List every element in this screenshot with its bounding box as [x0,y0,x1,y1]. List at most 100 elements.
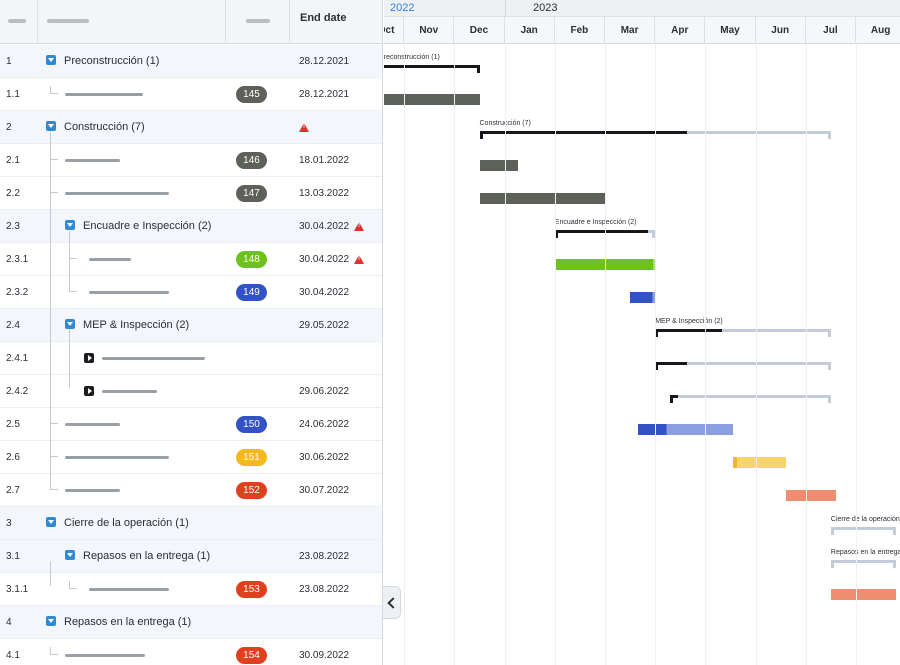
summary-bar-cap [827,329,831,337]
month-label: Jun [756,17,806,44]
wbs-number: 3.1.1 [6,584,29,595]
table-row[interactable]: 2 Construcción (7) [0,111,382,144]
task-bar[interactable] [733,457,786,468]
wbs-number: 2.1 [6,155,20,166]
table-row[interactable]: 1 Preconstrucción (1) 28.12.2021 [0,45,382,78]
task-bar[interactable] [479,160,519,171]
end-date: 30.06.2022 [299,452,350,463]
summary-bar-cap [554,230,558,238]
month-label: Apr [655,17,706,44]
collapse-icon[interactable] [65,319,75,329]
table-row[interactable]: 3.1 Repasos en la entrega (1) 23.08.2022 [0,540,382,573]
summary-bar-track [655,329,831,332]
table-row[interactable]: 3 Cierre de la operación (1) [0,507,382,540]
table-row[interactable]: 2.3.2 149 30.04.2022 [0,276,382,309]
month-gridline [805,44,807,665]
summary-bar-cap [827,362,831,370]
wbs-number: 2.6 [6,452,20,463]
end-date: 29.05.2022 [299,320,350,331]
table-row[interactable]: 2.3.1 148 30.04.2022 [0,243,382,276]
task-bar[interactable] [479,193,605,204]
summary-bar-cap [827,131,831,139]
task-bar[interactable] [637,424,733,435]
expand-icon[interactable] [84,353,94,363]
collapse-icon[interactable] [46,55,56,65]
summary-bar[interactable] [830,560,897,568]
month-gridline [554,44,556,665]
summary-bar[interactable] [655,329,831,337]
year-label: 2023 [533,2,558,14]
collapse-icon[interactable] [46,616,56,626]
task-bar[interactable] [785,490,836,501]
table-row[interactable]: 3.1.1 153 23.08.2022 [0,573,382,606]
task-name: MEP & Inspección (2) [83,319,190,331]
table-row[interactable]: 2.6 151 30.06.2022 [0,441,382,474]
task-bar[interactable] [384,94,480,105]
end-date: 29.06.2022 [299,386,350,397]
table-row[interactable]: 2.4 MEP & Inspección (2) 29.05.2022 [0,309,382,342]
summary-bar[interactable] [554,230,656,238]
table-row[interactable]: 2.7 152 30.07.2022 [0,474,382,507]
summary-bar-label: Preconstrucción (1) [384,54,440,61]
collapse-icon[interactable] [46,121,56,131]
column-header-name[interactable] [38,0,226,44]
task-name: Construcción (7) [64,121,145,133]
task-bar[interactable] [630,292,656,303]
month-label: Dec [454,17,505,44]
warning-icon [299,123,309,132]
collapse-icon[interactable] [65,220,75,230]
wbs-number: 2.2 [6,188,20,199]
task-code-badge: 153 [236,581,267,598]
grid-header: End date [0,0,382,44]
table-row[interactable]: 4 Repasos en la entrega (1) [0,606,382,639]
task-grid: End date 1 Preconstrucción (1) 28.12.2021 1… [0,0,383,665]
collapse-icon[interactable] [46,517,56,527]
column-header-placeholder [246,19,270,23]
summary-bar[interactable] [670,395,831,403]
task-name-placeholder [102,390,157,393]
month-label: Jan [505,17,555,44]
summary-bar-track [830,560,897,563]
summary-bar[interactable] [384,65,480,73]
tree-line [50,561,51,586]
table-row[interactable]: 2.2 147 13.03.2022 [0,177,382,210]
column-header-end-date[interactable]: End date [290,0,382,44]
summary-bar[interactable] [830,527,897,535]
table-row[interactable]: 2.4.1 [0,342,382,375]
wbs-number: 3 [6,518,12,529]
task-bar[interactable] [554,259,656,270]
table-row[interactable]: 4.1 154 30.09.2022 [0,639,382,665]
wbs-number: 4 [6,617,12,628]
end-date: 30.04.2022 [299,287,350,298]
month-label: Mar [605,17,656,44]
collapse-icon[interactable] [65,550,75,560]
summary-bar[interactable] [655,362,831,370]
tree-connector [69,581,77,589]
end-date: 18.01.2022 [299,155,350,166]
tree-connector [50,86,58,94]
summary-bar-label: Repasos en la entrega (1) [830,549,900,556]
table-row[interactable]: 2.1 146 18.01.2022 [0,144,382,177]
task-bar[interactable] [830,589,897,600]
wbs-number: 2.5 [6,419,20,430]
task-name-placeholder [65,654,145,657]
wbs-number: 2.7 [6,485,20,496]
table-row[interactable]: 2.3 Encuadre e Inspección (2) 30.04.2022 [0,210,382,243]
tree-line [50,132,51,487]
end-date: 24.06.2022 [299,419,350,430]
expand-icon[interactable] [84,386,94,396]
wbs-number: 1.1 [6,89,20,100]
task-name-placeholder [65,423,120,426]
task-code-badge: 150 [236,416,267,433]
column-header-wbs[interactable] [0,0,38,44]
table-row[interactable]: 1.1 145 28.12.2021 [0,78,382,111]
table-row[interactable]: 2.4.2 29.06.2022 [0,375,382,408]
collapse-grid-button[interactable] [383,586,401,619]
summary-bar-cap [830,560,834,568]
task-name-placeholder [89,291,169,294]
column-header-code[interactable] [226,0,290,44]
table-row[interactable]: 2.5 150 24.06.2022 [0,408,382,441]
task-name: Repasos en la entrega (1) [64,616,192,628]
timeline-years-header: 2022 2023 [384,0,900,17]
tree-line [69,330,70,388]
